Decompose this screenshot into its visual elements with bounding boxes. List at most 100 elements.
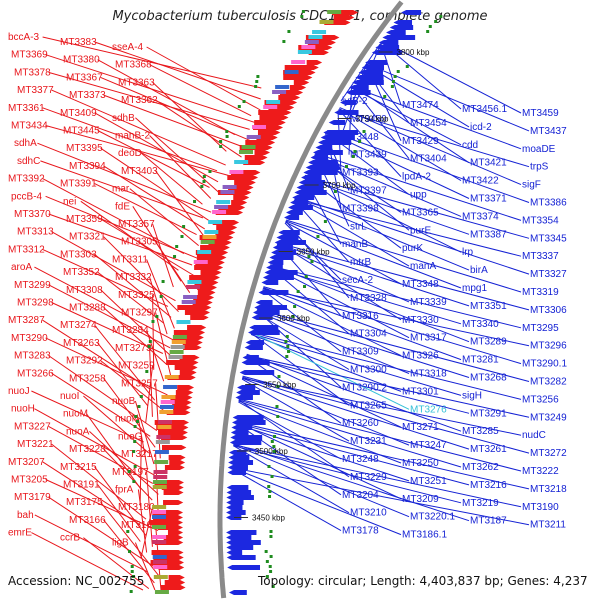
feature-category-block xyxy=(183,295,198,299)
feature-category-block xyxy=(152,540,167,544)
left-gene-label: MT3391 xyxy=(60,179,97,190)
reverse-gene-feature xyxy=(226,500,244,505)
reverse-gene-feature xyxy=(382,35,416,40)
right-gene-label: MT3327 xyxy=(530,269,567,280)
forward-gene-feature xyxy=(197,290,216,295)
left-gene-label: MT3297 xyxy=(121,308,158,319)
left-gene-label: MT3321 xyxy=(69,232,106,243)
left-label-connector xyxy=(51,89,226,166)
reverse-gene-feature xyxy=(226,515,242,520)
left-gene-label: emrE xyxy=(8,528,32,539)
right-label-connector xyxy=(366,63,530,132)
gc-content-mark xyxy=(272,450,276,453)
gc-content-mark xyxy=(269,570,273,573)
left-label-connector xyxy=(103,236,179,313)
left-label-connector xyxy=(152,223,174,288)
forward-gene-feature xyxy=(254,150,271,155)
right-label-connector xyxy=(314,153,462,217)
left-gene-label: MT3205 xyxy=(11,475,48,486)
right-gene-label: MT3306 xyxy=(530,305,567,316)
right-gene-label: MT3345 xyxy=(530,233,567,244)
left-label-connector xyxy=(149,135,212,199)
feature-category-block xyxy=(312,30,327,34)
left-gene-label: bccA-3 xyxy=(8,32,40,43)
left-label-connector xyxy=(152,82,227,152)
left-label-connector xyxy=(34,408,160,479)
reverse-gene-feature xyxy=(303,170,338,175)
feature-category-block xyxy=(200,240,215,244)
gc-content-mark xyxy=(237,105,241,108)
feature-category-block xyxy=(197,250,212,254)
gc-content-mark xyxy=(296,290,300,293)
feature-category-block xyxy=(246,135,261,139)
feature-category-block xyxy=(156,435,171,439)
feature-category-block xyxy=(220,190,235,194)
forward-gene-feature xyxy=(231,200,248,205)
right-label-connector xyxy=(256,310,470,378)
right-label-connector xyxy=(277,243,470,307)
feature-category-block xyxy=(212,210,227,214)
right-label-connector xyxy=(315,152,522,221)
gc-content-mark xyxy=(287,350,291,353)
feature-category-block xyxy=(161,395,176,399)
right-gene-label: purK xyxy=(402,243,423,254)
feature-category-block xyxy=(154,460,169,464)
scale-tick-label: 3800 kbp xyxy=(397,48,430,57)
left-gene-label: MT3363 xyxy=(118,77,155,88)
left-gene-label: nuoG xyxy=(118,431,143,442)
gc-content-mark xyxy=(173,255,177,258)
right-label-connector xyxy=(263,287,462,361)
reverse-gene-feature xyxy=(290,200,309,205)
gc-content-mark xyxy=(275,405,279,408)
right-label-connector xyxy=(251,331,410,410)
left-gene-label: MT3392 xyxy=(8,174,45,185)
left-gene-label: MT3367 xyxy=(66,72,103,83)
left-gene-label: MT3290 xyxy=(11,333,48,344)
forward-gene-feature xyxy=(169,460,186,465)
reverse-gene-feature xyxy=(226,530,257,535)
gc-content-mark xyxy=(264,550,268,553)
left-gene-label: MT3180 xyxy=(118,502,155,513)
feature-category-block xyxy=(229,170,244,174)
right-label-connector xyxy=(262,288,530,347)
right-gene-label: MT3290.1 xyxy=(522,359,567,370)
left-gene-label: fdE xyxy=(115,201,130,212)
feature-category-block xyxy=(234,160,249,164)
right-gene-label: sigH xyxy=(462,390,482,401)
feature-category-block xyxy=(222,185,237,189)
right-label-connector xyxy=(339,107,522,186)
left-label-connector xyxy=(42,36,262,89)
right-gene-label: MT3216 xyxy=(470,480,507,491)
gc-content-mark xyxy=(208,170,212,173)
reverse-gene-feature xyxy=(239,370,275,375)
gc-content-mark xyxy=(273,435,277,438)
right-label-connector xyxy=(294,198,522,257)
gc-content-mark xyxy=(255,80,259,83)
right-label-connector xyxy=(256,311,410,374)
right-gene-label: MT3387 xyxy=(470,229,507,240)
left-label-connector xyxy=(100,360,166,412)
right-gene-label: secA-2 xyxy=(342,275,374,286)
left-gene-label: MT3325 xyxy=(118,290,155,301)
left-gene-label: MT3284 xyxy=(112,325,149,336)
genome-backbone xyxy=(217,0,404,599)
gc-content-mark xyxy=(272,445,276,448)
left-gene-label: MT3207 xyxy=(8,457,45,468)
right-gene-label: MT3374 xyxy=(462,211,499,222)
scale-tick-label: 3500 kbp xyxy=(255,447,288,456)
forward-gene-feature xyxy=(182,340,203,345)
right-gene-label: mpg1 xyxy=(462,283,487,294)
right-gene-label: MT3459 xyxy=(522,108,559,119)
gc-content-mark xyxy=(390,85,394,88)
forward-gene-feature xyxy=(158,430,188,435)
left-label-connector xyxy=(48,496,154,567)
left-gene-label: MT3292 xyxy=(66,356,103,367)
left-label-connector xyxy=(94,183,197,236)
left-label-connector xyxy=(42,319,151,390)
gc-content-mark xyxy=(134,415,138,418)
forward-gene-feature xyxy=(197,285,217,290)
right-gene-label: MT3398 xyxy=(342,203,379,214)
right-gene-label: MT3178 xyxy=(342,526,379,537)
right-label-connector xyxy=(233,445,462,504)
feature-category-block xyxy=(157,425,172,429)
